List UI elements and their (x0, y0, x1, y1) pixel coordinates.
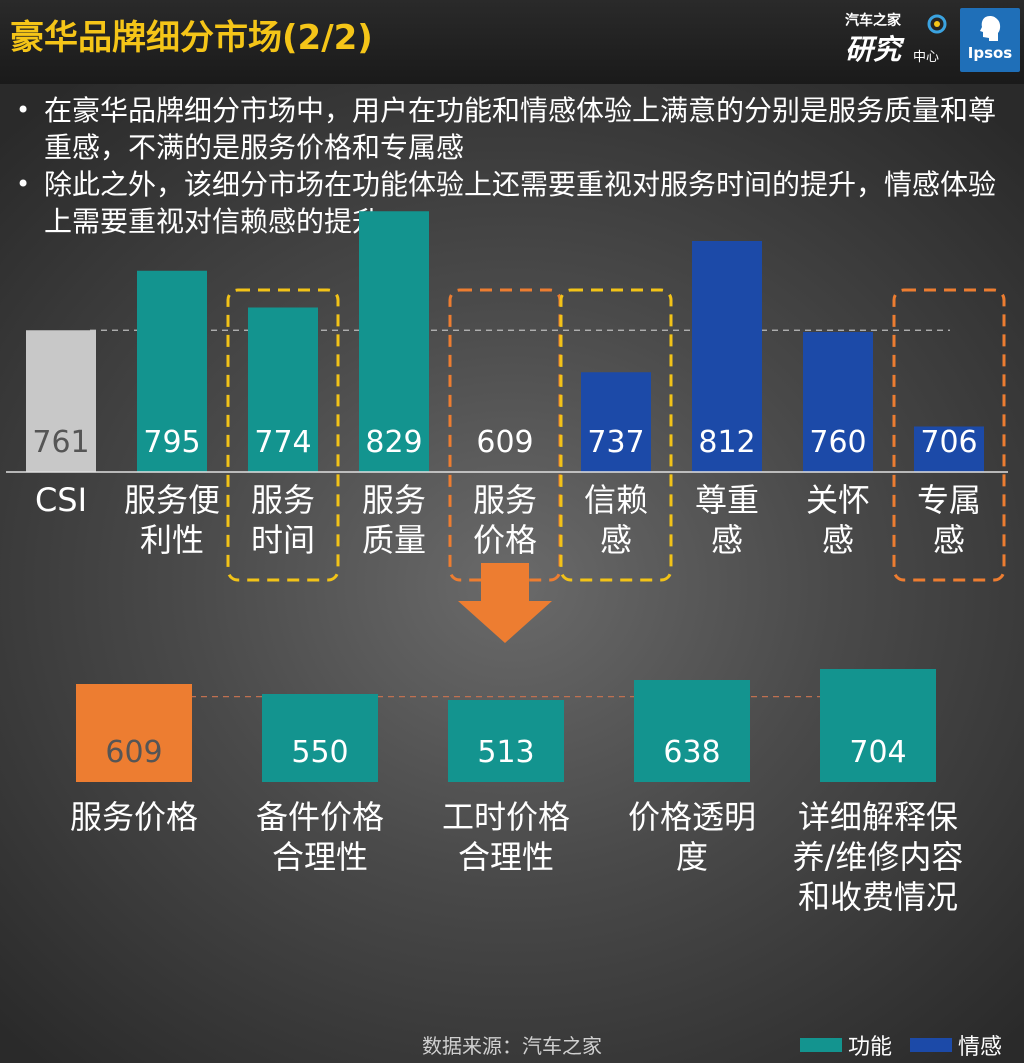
category-label: 感 (600, 521, 632, 559)
bullet-item: • 在豪华品牌细分市场中，用户在功能和情感体验上满意的分别是服务质量和尊重感，不… (14, 92, 1014, 166)
category-label: 服务 (251, 481, 315, 519)
data-label: 761 (32, 425, 89, 460)
category-label: 利性 (140, 521, 204, 559)
head-icon (980, 16, 1001, 41)
category-label: 服务便 (124, 481, 220, 519)
bar (803, 332, 873, 472)
bar (692, 241, 762, 472)
data-label: 609 (476, 425, 533, 460)
legend-label-functional: 功能 (848, 1035, 893, 1060)
data-label: 513 (477, 735, 534, 770)
data-source: 数据来源：汽车之家 (422, 1034, 602, 1058)
bar (262, 694, 378, 782)
data-label: 812 (698, 425, 755, 460)
data-label: 704 (849, 735, 906, 770)
data-label: 638 (663, 735, 720, 770)
category-label: 合理性 (458, 838, 554, 876)
category-label: 感 (822, 521, 854, 559)
category-label: 感 (711, 521, 743, 559)
data-label: 737 (587, 425, 644, 460)
data-label: 774 (254, 425, 311, 460)
category-label: 备件价格 (256, 798, 384, 836)
category-label: 养/维修内容 (793, 838, 964, 876)
category-label: 专属 (917, 481, 981, 519)
data-label: 550 (291, 735, 348, 770)
logo-line1: 汽车之家 (845, 13, 901, 29)
bullet-dot: • (16, 96, 31, 124)
data-label: 609 (105, 735, 162, 770)
bar (248, 307, 318, 472)
category-label: 价格 (473, 521, 537, 559)
category-label: 工时价格 (442, 798, 570, 836)
bullet-text: 除此之外，该细分市场在功能体验上还需要重视对服务时间的提升，情感体验上需要重视对… (44, 168, 997, 238)
logo-line2: 研究 (845, 33, 902, 66)
title-bar (0, 0, 1024, 84)
autohome-research-logo: 汽车之家 研究 中心 (845, 8, 953, 70)
category-label: CSI (35, 481, 87, 519)
category-label: 时间 (251, 521, 315, 559)
bar (634, 680, 750, 782)
legend-emotional: 情感 (910, 1032, 1003, 1060)
bullet-text: 在豪华品牌细分市场中，用户在功能和情感体验上满意的分别是服务质量和尊重感，不满的… (44, 94, 997, 164)
ipsos-text: Ipsos (967, 44, 1013, 62)
bar (448, 700, 564, 782)
legend-label-emotional: 情感 (958, 1035, 1003, 1060)
category-label: 感 (933, 521, 965, 559)
highlight-box-yellow (559, 288, 673, 582)
data-label: 829 (365, 425, 422, 460)
bar (359, 211, 429, 472)
bar (26, 330, 96, 472)
bullet-item: • 除此之外，该细分市场在功能体验上还需要重视对服务时间的提升，情感体验上需要重… (14, 166, 1014, 240)
category-label: 服务价格 (70, 798, 198, 836)
bullet-list: • 在豪华品牌细分市场中，用户在功能和情感体验上满意的分别是服务质量和尊重感，不… (14, 92, 1014, 240)
bullet-dot: • (16, 170, 31, 198)
bar (914, 426, 984, 472)
category-label: 质量 (362, 521, 426, 559)
legend-swatch-functional (800, 1038, 842, 1052)
category-label: 尊重 (695, 481, 759, 519)
legend-swatch-emotional (910, 1038, 952, 1052)
category-label: 度 (676, 838, 708, 876)
data-label: 760 (809, 425, 866, 460)
category-label: 合理性 (272, 838, 368, 876)
data-label: 706 (920, 425, 977, 460)
bar (76, 684, 192, 782)
page-title: 豪华品牌细分市场(2/2) (10, 18, 373, 58)
category-label: 详细解释保 (798, 798, 958, 836)
down-arrow-icon (458, 563, 552, 643)
category-label: 服务 (362, 481, 426, 519)
swirl-icon (927, 14, 947, 34)
category-label: 价格透明 (628, 798, 756, 836)
logo-line3: 中心 (913, 50, 940, 65)
category-label: 关怀 (806, 481, 870, 519)
bar (581, 372, 651, 472)
category-label: 和收费情况 (798, 878, 958, 916)
bar (137, 270, 207, 472)
category-label: 信赖 (584, 481, 648, 519)
highlight-box-yellow (226, 288, 340, 582)
bar (820, 669, 936, 782)
legend-functional: 功能 (800, 1032, 893, 1060)
data-label: 795 (143, 425, 200, 460)
highlight-box-orange (892, 288, 1006, 582)
ipsos-logo: Ipsos (960, 8, 1020, 72)
category-label: 服务 (473, 481, 537, 519)
